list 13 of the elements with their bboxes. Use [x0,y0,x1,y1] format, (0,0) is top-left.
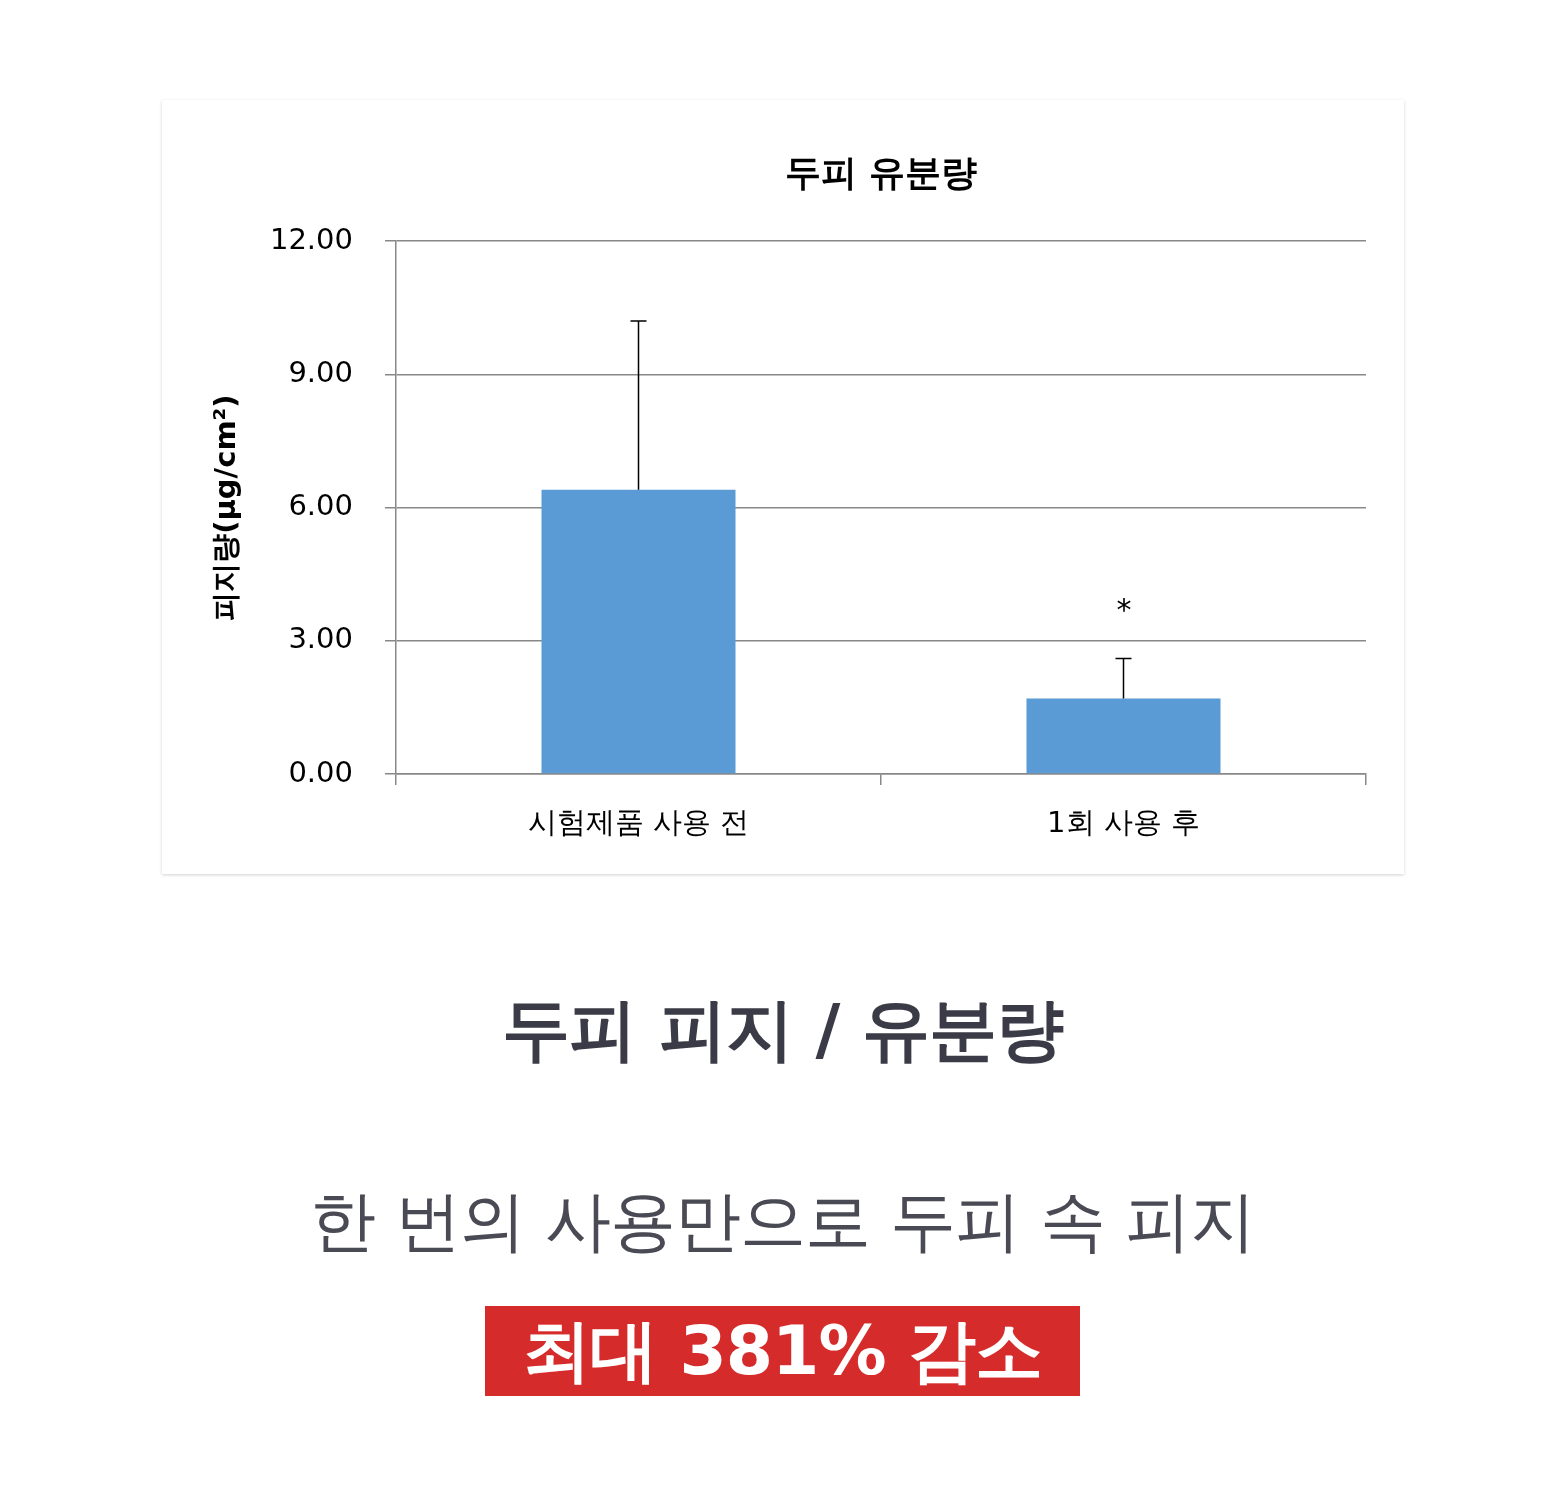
y-tick-label: 12.00 [269,221,353,256]
y-tick-label: 0.00 [288,754,353,789]
x-tick-label: 시험제품 사용 전 [527,804,750,839]
chart-title: 두피 유분량 [784,151,978,193]
y-tick-label: 9.00 [288,354,353,389]
y-tick-label: 6.00 [288,488,353,523]
text: 두피 피지 / 유분량 [501,990,1065,1069]
text: 한 번의 사용만으로 두피 속 피지 [309,1183,1256,1260]
annotation: * [1115,592,1133,627]
y-tick-label: 3.00 [288,621,353,656]
y-axis-title: 피지량(µg/cm²) [207,394,242,621]
x-tick-label: 1회 사용 후 [1047,804,1200,839]
text: 최대 381% 감소 [485,1306,1080,1396]
